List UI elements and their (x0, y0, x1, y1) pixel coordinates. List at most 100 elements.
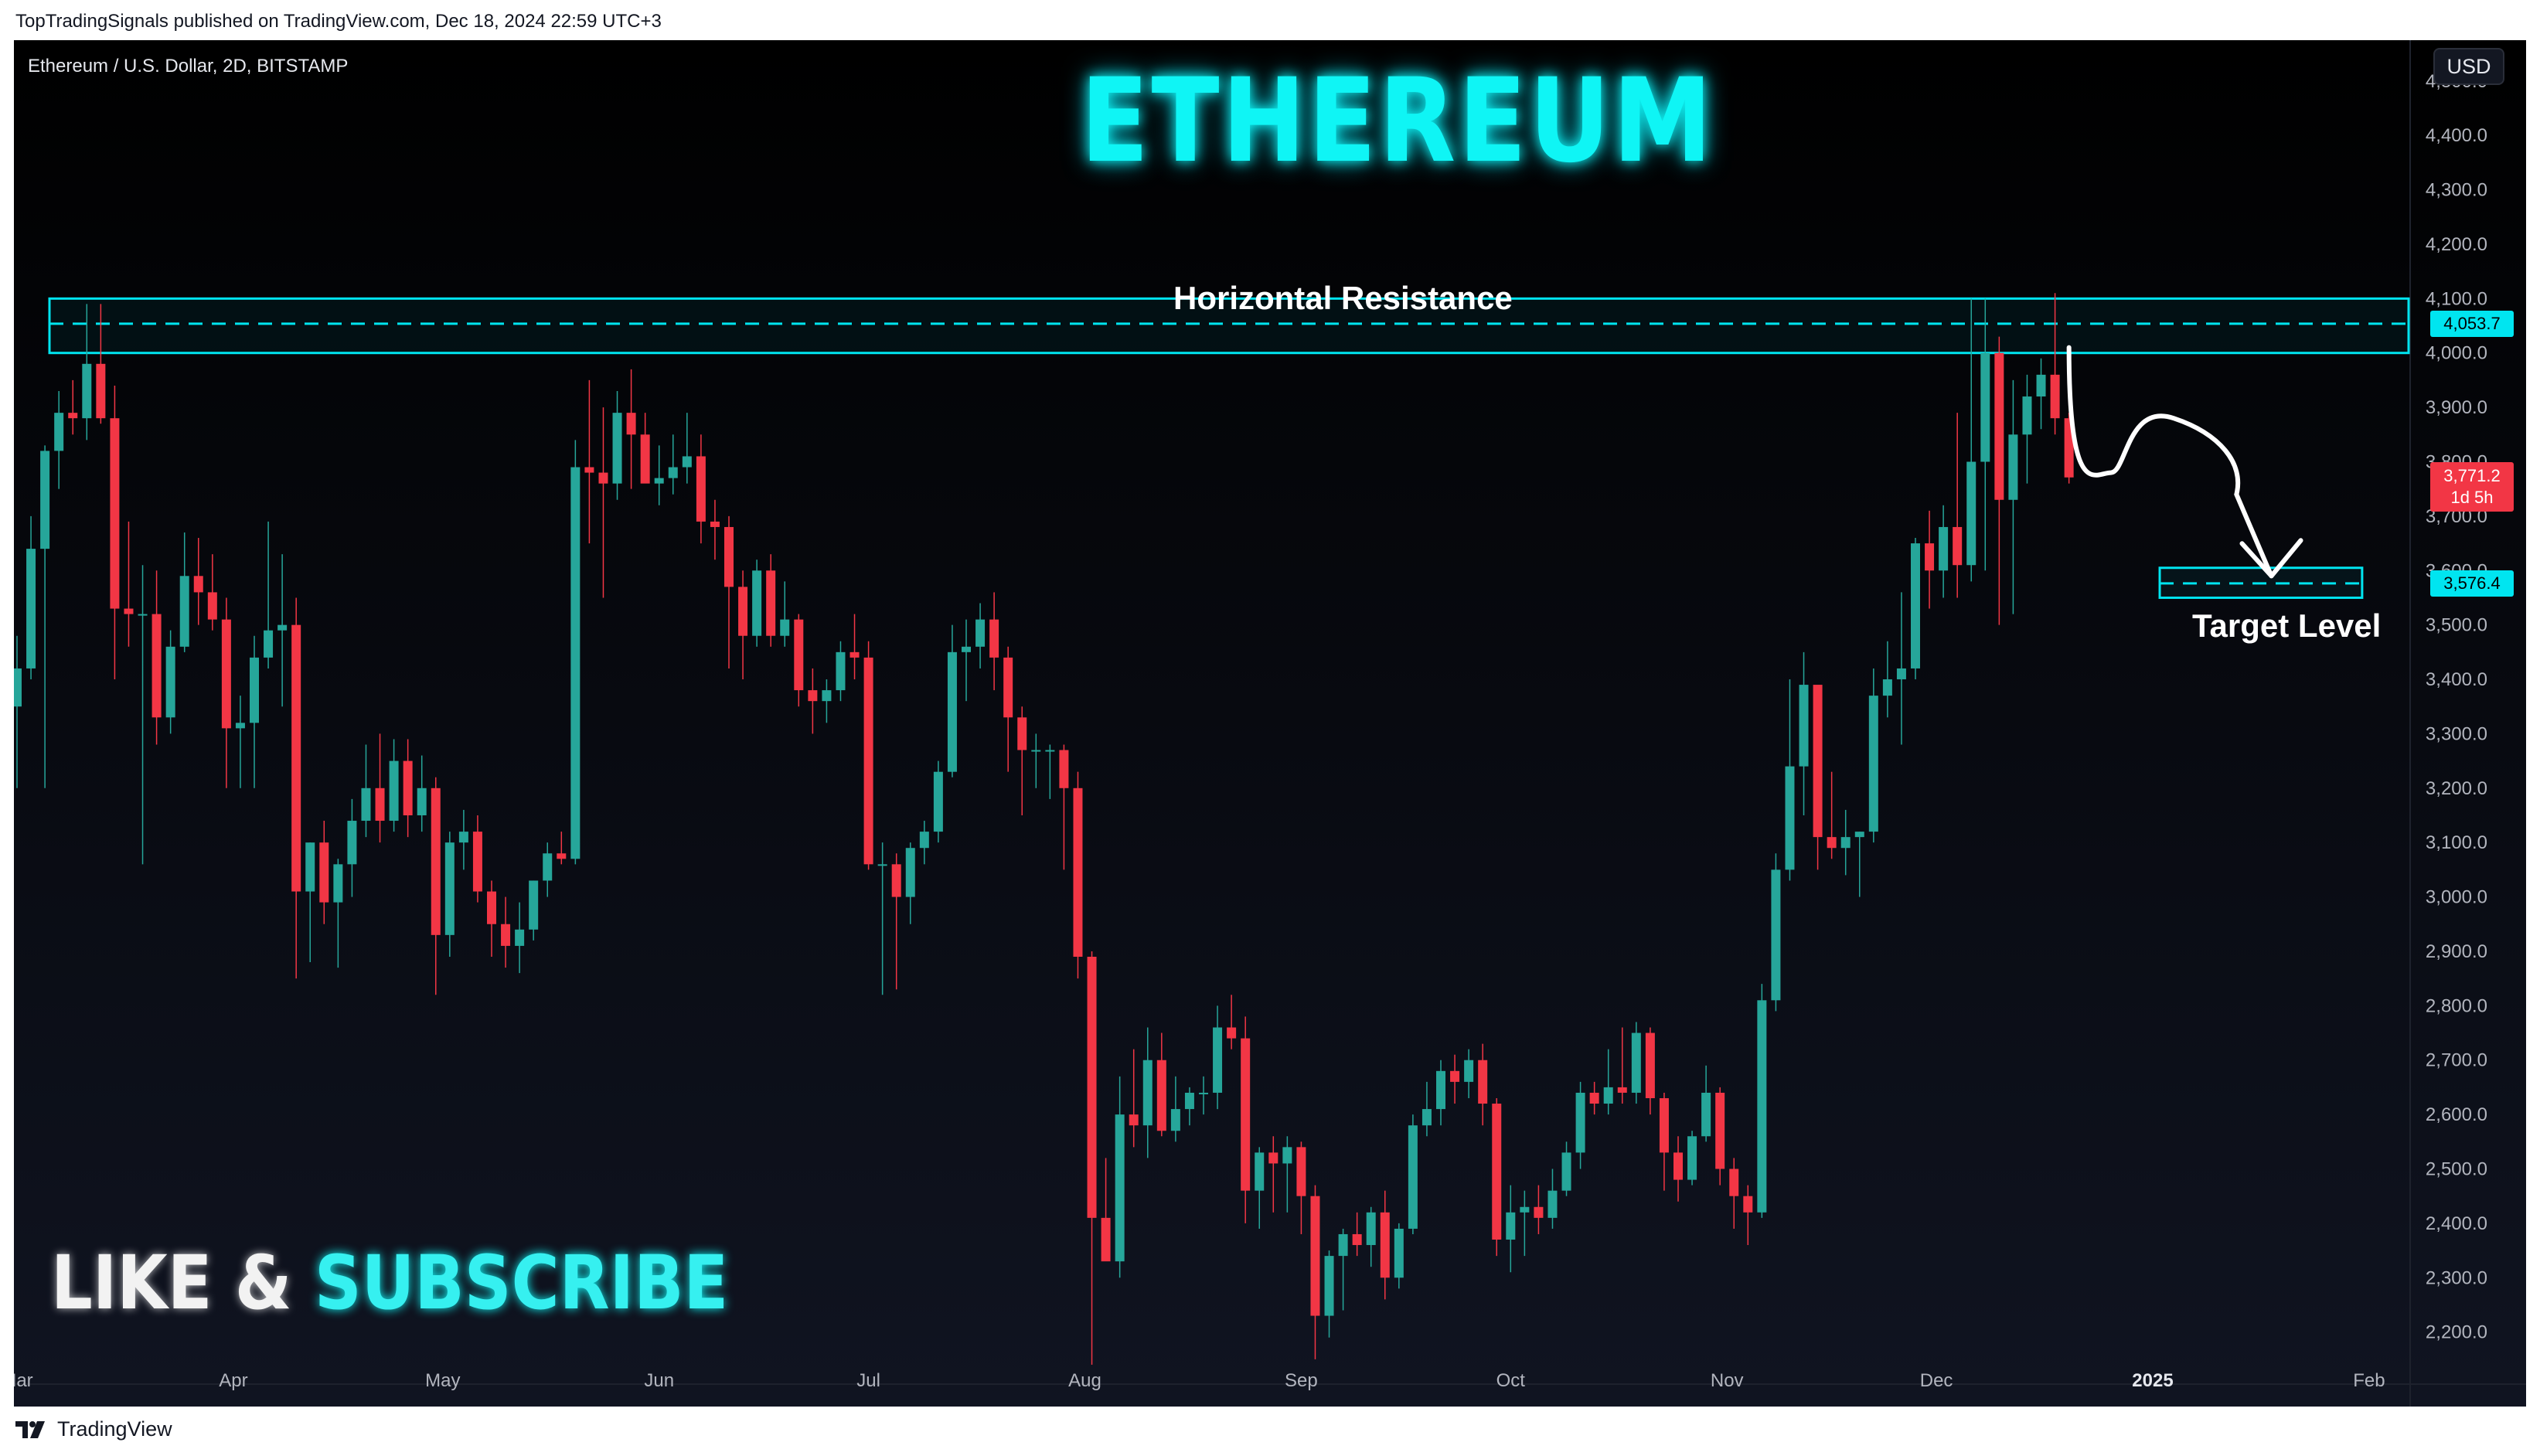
candle-body (1436, 1070, 1445, 1110)
candle-body (1771, 869, 1781, 1001)
candle-body (1729, 1169, 1739, 1196)
footer-brand: TradingView (57, 1417, 172, 1441)
y-tick-label: 2,400.0 (2426, 1213, 2487, 1234)
bar-countdown: 1d 5h (2450, 487, 2494, 507)
y-tick-label: 4,100.0 (2426, 288, 2487, 309)
candle-body (1184, 1092, 1194, 1110)
candle-body (403, 760, 413, 815)
currency-button[interactable]: USD (2433, 48, 2504, 85)
resistance-price-tag: 4,053.7 (2430, 310, 2514, 337)
candle-body (1827, 837, 1837, 849)
candle-body (780, 619, 790, 636)
candle-body (1534, 1206, 1544, 1218)
candle-body (1408, 1125, 1418, 1229)
candle-body (850, 651, 860, 658)
candle-body (962, 646, 971, 652)
candle-body (2036, 374, 2046, 397)
y-tick-label: 3,500.0 (2426, 615, 2487, 636)
chart-pane[interactable]: 2,200.0 2,300.0 2,400.0 2,500.0 2,600.0 2,700… (14, 40, 2526, 1407)
candle-body (529, 880, 539, 930)
y-tick-label: 2,900.0 (2426, 941, 2487, 962)
y-tick-label: 4,200.0 (2426, 234, 2487, 255)
x-tick-label: Oct (1496, 1370, 1526, 1391)
candle-body (1911, 543, 1920, 668)
candle-body (1352, 1233, 1362, 1246)
candle-body (2050, 374, 2060, 419)
candle-body (250, 657, 259, 723)
candle-body (1715, 1092, 1725, 1169)
candle-body (501, 924, 511, 946)
candle-body (1492, 1104, 1502, 1240)
candle-body (543, 853, 553, 881)
candle-body (207, 592, 217, 620)
candle-body (152, 614, 162, 718)
symbol-info[interactable]: Ethereum / U.S. Dollar, 2D, BITSTAMP (28, 56, 349, 77)
candle-body (1213, 1027, 1223, 1093)
candle-body (40, 451, 50, 549)
candle-body (444, 842, 455, 935)
candle-body (1059, 750, 1069, 788)
x-tick-label: Jun (644, 1370, 674, 1391)
y-tick-label: 2,700.0 (2426, 1050, 2487, 1071)
candle-body (375, 788, 385, 822)
y-tick-label: 3,900.0 (2426, 397, 2487, 418)
candle-body (221, 619, 231, 729)
candle-body (1882, 679, 1892, 696)
cta-like-text: LIKE & (51, 1240, 292, 1326)
candle-body (654, 478, 664, 484)
candle-body (417, 788, 427, 815)
candle-body (305, 842, 315, 892)
y-tick-label: 4,400.0 (2426, 125, 2487, 146)
candle-body (1282, 1147, 1292, 1164)
resistance-zone (48, 297, 2410, 355)
price-chart[interactable]: 2,200.0 2,300.0 2,400.0 2,500.0 2,600.0 2,700… (14, 40, 2526, 1407)
y-tick-label: 2,500.0 (2426, 1158, 2487, 1179)
candle-body (710, 521, 720, 527)
candle-body (347, 821, 357, 865)
y-tick-label: 2,300.0 (2426, 1267, 2487, 1288)
candle-body (975, 619, 986, 647)
candle-body (1785, 766, 1795, 870)
tradingview-logo-icon (15, 1420, 45, 1438)
candle-body (431, 788, 441, 935)
candle-body (1840, 837, 1851, 849)
projection-arrowhead (2239, 538, 2303, 579)
candle-body (1087, 956, 1097, 1218)
last-price-tag: 3,771.2 1d 5h (2430, 461, 2514, 512)
candle-body (626, 413, 636, 435)
candle-body (752, 570, 762, 636)
y-tick-label: 3,200.0 (2426, 778, 2487, 799)
candle-body (570, 467, 581, 859)
candle-body (905, 848, 915, 897)
candle-body (1939, 526, 1949, 571)
candle-body (1980, 352, 1990, 462)
candle-body (235, 723, 245, 729)
candle-body (96, 363, 106, 419)
candle-body (696, 456, 706, 522)
candle-body (82, 363, 92, 419)
candle-body (1003, 657, 1013, 718)
candle-body (919, 832, 929, 849)
footer: TradingView (15, 1417, 172, 1441)
candle-body (1799, 685, 1809, 767)
candle-body (682, 456, 692, 468)
candle-body (1045, 750, 1055, 752)
candle-body (1645, 1032, 1655, 1098)
candle-body (487, 891, 496, 924)
candle-body (1603, 1087, 1613, 1104)
y-tick-label: 3,000.0 (2426, 887, 2487, 908)
candle-body (1561, 1152, 1571, 1191)
candle-body (1199, 1092, 1208, 1094)
candle-body (1631, 1032, 1641, 1093)
candle-body (668, 467, 678, 478)
candle-body (1338, 1233, 1348, 1257)
candle-body (1464, 1060, 1474, 1082)
publisher-header: TopTradingSignals published on TradingVi… (15, 11, 662, 32)
candle-body (1966, 461, 1977, 566)
candle-body (836, 651, 846, 691)
candle-body (2022, 396, 2032, 435)
candle-body (179, 576, 189, 647)
x-tick-label: May (425, 1370, 460, 1391)
y-tick-label: 3,300.0 (2426, 723, 2487, 744)
candle-body (557, 853, 567, 859)
